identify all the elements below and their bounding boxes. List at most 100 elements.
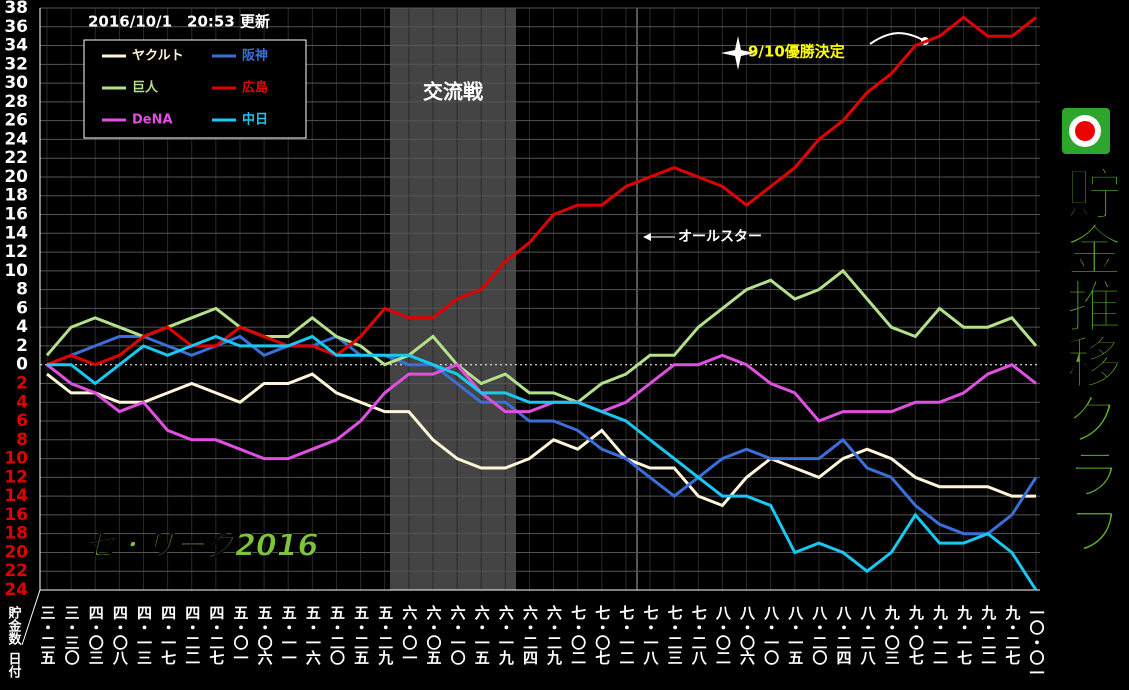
y-tick-label: 6: [16, 298, 28, 318]
allstar-label: オールスター: [678, 229, 762, 245]
interleague-shade: [390, 8, 516, 590]
chart-title: 貯金推移グラフ: [1057, 165, 1123, 557]
star: [721, 36, 755, 70]
x-tick-label: 九・一二: [931, 604, 949, 665]
x-tick-label: 六・一〇: [449, 604, 467, 666]
x-tick-label: 四・二二: [183, 605, 201, 665]
y-tick-label: 8: [16, 280, 28, 300]
x-tick-label: 四・〇三: [87, 605, 105, 665]
corner-line: [21, 589, 41, 646]
y-tick-label: 4: [16, 317, 28, 337]
x-tick-label: 九・一七: [955, 604, 973, 665]
x-tick-label: 八・〇六: [738, 605, 756, 666]
series-line: [46, 15, 1037, 367]
y-tick-label: 22: [4, 561, 28, 581]
y-tick-label: 24: [4, 129, 28, 149]
x-tick-label: 一〇・〇一: [1028, 605, 1046, 680]
series-line: [46, 353, 1037, 461]
x-tick-label: 八・一〇: [762, 605, 780, 666]
x-tick-label: 七・二三: [666, 605, 684, 665]
interleague-label: 交流戦: [423, 80, 483, 104]
x-tick-label: 八・二八: [859, 605, 877, 666]
x-tick-label: 八・〇二: [714, 605, 732, 665]
x-tick-label: 六・〇一: [400, 604, 418, 665]
legend-label: ヤクルト: [132, 49, 184, 64]
series-line: [46, 372, 1036, 508]
x-tick-label: 七・〇二: [569, 605, 587, 665]
x-tick-label: 四・〇八: [111, 605, 129, 666]
x-tick-label: 四・一三: [135, 605, 153, 665]
series-line: [47, 334, 1038, 591]
y-tick-label: 6: [16, 411, 28, 431]
legend-label: 阪神: [242, 48, 268, 64]
y-tick-label: 18: [4, 524, 28, 544]
y-tick-label: 12: [4, 467, 28, 487]
x-tick-label: 五・二〇: [328, 605, 346, 666]
x-tick-label: 八・二〇: [810, 605, 828, 666]
y-tick-label: 8: [16, 430, 28, 450]
x-tick-label: 五・〇一: [231, 605, 249, 665]
y-tick-label: 14: [4, 486, 28, 506]
x-tick-label: 七・一二: [617, 605, 635, 665]
win-pointer: [869, 32, 926, 45]
y-tick-label: 10: [4, 261, 28, 281]
x-axis-title: 日付: [6, 652, 22, 679]
x-tick-label: 六・一九: [497, 604, 515, 666]
x-tick-label: 五・二五: [352, 605, 370, 665]
x-tick-label: 九・〇三: [883, 604, 901, 665]
y-tick-label: 16: [4, 505, 28, 525]
series-line: [46, 334, 1038, 536]
y-tick-label: 2: [16, 373, 28, 393]
y-tick-label: 38: [4, 0, 28, 18]
y-tick-label: 20: [4, 542, 28, 562]
x-tick-label: 五・一一: [280, 605, 298, 665]
y-tick-label: 26: [4, 111, 28, 131]
x-tick-label: 五・二九: [376, 605, 394, 666]
x-tick-label: 八・一五: [786, 605, 804, 665]
y-axis-title: 貯金数: [6, 605, 23, 646]
x-tick-label: 七・一八: [642, 605, 660, 666]
x-tick-label: 八・二四: [835, 605, 853, 665]
y-tick-label: 22: [4, 148, 28, 168]
x-tick-label: 七・二八: [690, 605, 708, 666]
legend-label: 広島: [242, 80, 268, 96]
x-tick-label: 五・一六: [304, 605, 322, 666]
league-label: セ・リーグ2016: [85, 529, 319, 564]
y-tick-label: 16: [4, 205, 28, 225]
x-tick-label: 九・〇七: [907, 604, 925, 665]
x-tick-label: 九・二二: [979, 604, 997, 665]
y-tick-label: 12: [4, 242, 28, 262]
allstar-arrow-head: [643, 233, 651, 241]
legend-label: DeNA: [132, 113, 173, 128]
y-tick-label: 18: [4, 186, 28, 206]
y-tick-label: 20: [4, 167, 28, 187]
x-tick-label: 六・二四: [521, 604, 539, 665]
y-tick-label: 14: [4, 223, 28, 243]
logo-core: [1075, 121, 1095, 141]
y-tick-label: 2: [16, 336, 28, 356]
x-tick-label: 四・二七: [207, 605, 225, 665]
x-tick-label: 六・一五: [473, 604, 491, 665]
y-tick-label: 4: [16, 392, 28, 412]
series-line: [45, 268, 1038, 405]
y-tick-label: 10: [4, 449, 28, 469]
subtitle: 2016/10/1 20:53 更新: [88, 13, 270, 31]
y-tick-label: 28: [4, 92, 28, 112]
x-tick-label: 三・二五: [39, 605, 57, 665]
legend-label: 中日: [242, 112, 268, 128]
y-tick-label: 32: [4, 54, 28, 74]
x-tick-label: 九・二七: [1003, 604, 1021, 665]
y-tick-label: 0: [16, 355, 28, 375]
x-tick-label: 六・二九: [545, 604, 563, 666]
y-tick-label: 24: [4, 580, 28, 600]
x-tick-label: 五・〇六: [256, 605, 274, 666]
y-tick-label: 30: [4, 73, 28, 93]
legend-label: 巨人: [132, 80, 159, 96]
x-tick-label: 六・〇五: [424, 604, 442, 665]
y-tick-label: 36: [4, 17, 28, 37]
x-tick-label: 三・三〇: [63, 605, 81, 666]
win-label: 9/10優勝決定: [748, 43, 845, 61]
y-tick-label: 34: [4, 36, 28, 56]
